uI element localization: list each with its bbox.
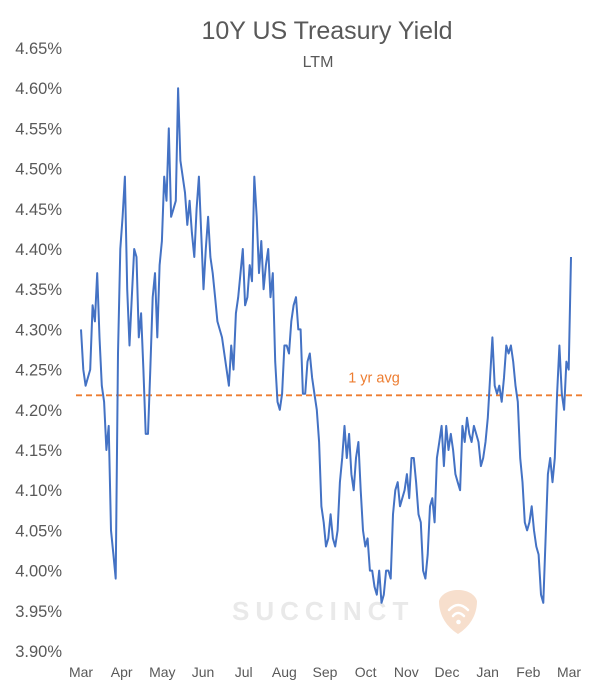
average-label: 1 yr avg [348,370,400,386]
y-tick-label: 4.15% [15,442,62,460]
x-tick-label: Aug [272,664,297,680]
y-axis: 3.90% 3.95% 4.00% 4.05% 4.10% 4.15% 4.20% 4.25%… [15,40,62,661]
y-tick-label: 4.20% [15,402,62,420]
x-tick-label: Mar [69,664,93,680]
x-tick-label: Mar [557,664,581,680]
average-group: 1 yr avg [76,370,586,397]
x-tick-label: Jun [192,664,215,680]
y-tick-label: 4.65% [15,40,62,58]
y-tick-label: 4.55% [15,120,62,138]
x-tick-label: Nov [394,664,419,680]
y-tick-label: 4.25% [15,362,62,380]
x-tick-label: Apr [111,664,133,680]
shield-logo-icon [439,590,477,634]
x-tick-label: Oct [355,664,377,680]
chart-subtitle: LTM [303,54,334,71]
x-tick-label: Jul [235,664,253,680]
y-tick-label: 4.35% [15,281,62,299]
y-tick-label: 4.30% [15,321,62,339]
y-tick-label: 3.90% [15,643,62,661]
y-tick-label: 4.00% [15,563,62,581]
yield-series-line [80,87,572,604]
y-tick-label: 4.40% [15,241,62,259]
x-tick-label: May [149,664,175,680]
chart-title: 10Y US Treasury Yield [201,17,452,45]
y-tick-label: 4.10% [15,482,62,500]
x-tick-label: Dec [435,664,460,680]
watermark: SUCCINCT [232,590,477,634]
y-tick-label: 4.50% [15,161,62,179]
y-tick-label: 4.05% [15,522,62,540]
y-tick-label: 4.45% [15,201,62,219]
y-tick-label: 3.95% [15,603,62,621]
x-tick-label: Sep [313,664,338,680]
x-axis: Mar Apr May Jun Jul Aug Sep Oct Nov Dec Jan Feb Mar [69,664,581,680]
y-tick-label: 4.60% [15,80,62,98]
watermark-text: SUCCINCT [232,596,414,626]
x-tick-label: Jan [476,664,499,680]
x-tick-label: Feb [516,664,540,680]
